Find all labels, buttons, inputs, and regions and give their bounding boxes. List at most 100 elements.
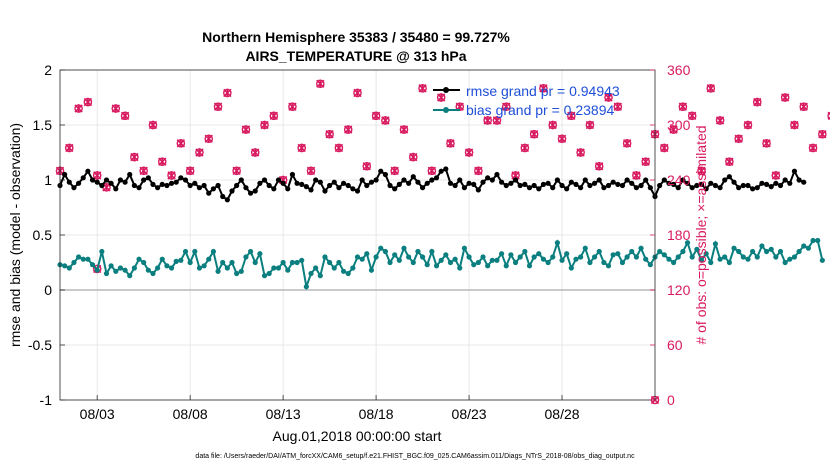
series-point [666, 256, 672, 262]
series-point [364, 182, 370, 189]
series-point [178, 175, 184, 181]
series-point [740, 182, 746, 189]
series-point [141, 259, 147, 266]
series-point [680, 177, 686, 183]
obs-assimilated-marker [362, 162, 371, 171]
obs-assimilated-marker [74, 104, 83, 113]
series-point [406, 180, 412, 186]
series-point [433, 175, 440, 181]
series-point [485, 263, 491, 269]
obs-assimilated-marker [223, 88, 232, 98]
obs-assimilated-marker [344, 125, 353, 134]
obs-assimilated-marker [548, 120, 557, 130]
obs-assimilated-marker [771, 171, 781, 180]
series-point [396, 257, 402, 263]
series-point [313, 265, 319, 271]
series-point [131, 265, 137, 271]
series-point [378, 168, 384, 174]
series-point [554, 177, 560, 183]
series-point [703, 251, 709, 257]
obs-assimilated-marker [316, 79, 325, 88]
obs-possible-marker [827, 111, 830, 120]
series-point [489, 257, 495, 263]
series-point [684, 180, 691, 186]
obs-assimilated-marker [539, 84, 548, 93]
series-point [805, 245, 811, 251]
series-point [215, 182, 221, 189]
series-point [94, 179, 100, 185]
series-point [545, 259, 551, 266]
series-point [698, 257, 705, 263]
series-point [261, 177, 268, 183]
series-point [457, 177, 463, 183]
series-point [712, 182, 719, 189]
series-point [438, 168, 444, 174]
series-point [220, 193, 226, 200]
series-point [271, 265, 277, 271]
series-point [657, 248, 663, 255]
series-point [280, 259, 286, 266]
obs-assimilated-marker [715, 116, 725, 125]
obs-assimilated-marker [529, 129, 539, 139]
series-point [99, 248, 105, 255]
series-point [578, 254, 584, 260]
obs-assimilated-marker [83, 97, 93, 107]
series-point [605, 263, 612, 269]
series-point [354, 254, 361, 260]
series-point [499, 251, 505, 257]
obs-assimilated-marker [167, 171, 176, 180]
x-axis-ticks: 08/03 08/08 08/13 08/18 08/23 08/28 [80, 395, 580, 422]
series-point [433, 263, 440, 269]
obs-assimilated-marker [409, 152, 418, 162]
series-point [517, 182, 523, 189]
series-point [201, 263, 207, 269]
series-point [643, 256, 649, 262]
series-point [220, 259, 226, 266]
y2-tick-label: 60 [667, 337, 683, 353]
series-point [457, 265, 463, 271]
series-point [229, 188, 235, 194]
obs-assimilated-marker [306, 166, 316, 176]
x-tick-label: 08/13 [266, 406, 301, 422]
series-point [601, 259, 607, 266]
series-point [619, 182, 626, 189]
series-point [252, 188, 258, 194]
x-tick-label: 08/18 [359, 406, 394, 422]
series-point [327, 182, 333, 189]
series-point [452, 256, 458, 262]
series-point [345, 270, 351, 277]
series-point [206, 190, 212, 196]
obs-assimilated-marker [669, 125, 678, 134]
series-point [540, 256, 547, 262]
obs-assimilated-marker [585, 120, 595, 130]
series-point [127, 273, 133, 279]
series-point [117, 265, 124, 271]
series-point [71, 185, 77, 191]
series-point [387, 259, 393, 266]
obs-assimilated-marker [139, 166, 148, 176]
y-tick-label: 1 [44, 172, 52, 188]
series-point [494, 171, 500, 178]
series-point [615, 251, 621, 257]
x-tick-label: 08/08 [173, 406, 208, 422]
series-point [141, 177, 147, 183]
series-point [131, 182, 137, 189]
series-point [531, 182, 537, 189]
obs-assimilated-marker [427, 166, 437, 176]
series-point [750, 186, 756, 192]
x-tick-label: 08/03 [80, 406, 115, 422]
obs-assimilated-marker [567, 111, 576, 121]
series-point [136, 185, 142, 191]
obs-assimilated-marker [557, 134, 567, 143]
series-point [624, 177, 630, 183]
series-point [684, 240, 691, 246]
series-point [243, 185, 249, 191]
series-3-group [55, 79, 830, 192]
obs-assimilated-marker [130, 152, 139, 162]
obs-assimilated-marker [641, 157, 650, 166]
series-point [536, 251, 542, 257]
series-point [85, 256, 91, 262]
series-point [633, 185, 640, 191]
series-point [201, 182, 207, 189]
